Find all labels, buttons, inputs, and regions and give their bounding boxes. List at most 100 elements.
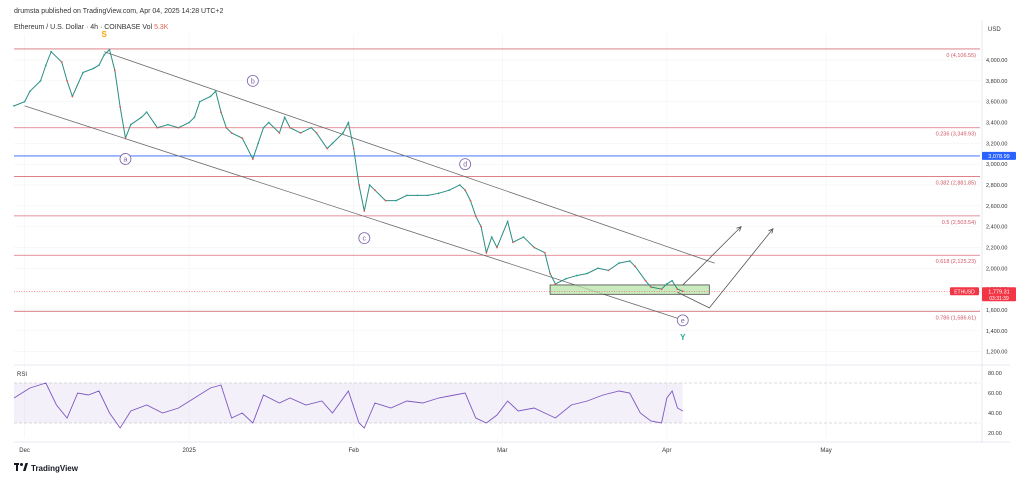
price-series-line	[13, 48, 683, 292]
wave-label: a	[124, 156, 128, 163]
wave-label: d	[463, 162, 467, 169]
tradingview-logo-icon	[14, 463, 28, 473]
price-point	[474, 215, 477, 218]
price-point	[29, 90, 31, 93]
price-point	[485, 251, 488, 254]
price-point	[549, 272, 551, 275]
price-point	[289, 126, 291, 129]
fib-level-label: 0.786 (1,586.61)	[936, 315, 977, 321]
price-point	[71, 95, 74, 98]
current-price-label: 1,779.31	[988, 289, 1009, 295]
price-point	[145, 111, 148, 113]
price-tick-label: 2,200.00	[986, 245, 1007, 251]
price-point	[618, 262, 620, 264]
price-point	[230, 132, 233, 134]
price-tick-label: 3,200.00	[986, 141, 1007, 147]
price-point	[586, 272, 589, 275]
price-point	[220, 111, 222, 113]
symbol-title-text: Ethereum / U.S. Dollar · 4h · COINBASE	[14, 24, 141, 31]
price-point	[522, 236, 525, 238]
price-point	[209, 95, 212, 98]
price-tick-label: 1,400.00	[986, 329, 1007, 335]
price-point	[257, 142, 260, 145]
price-point	[512, 241, 514, 244]
price-point	[188, 121, 191, 124]
fib-level-label: 0.5 (2,503.54)	[942, 220, 976, 226]
price-point	[331, 142, 334, 145]
wave-label-circle	[358, 232, 371, 244]
price-point	[225, 126, 228, 129]
price-point	[607, 269, 610, 272]
price-point	[60, 61, 63, 64]
wave-label: e	[681, 318, 685, 325]
support-zone	[549, 284, 710, 295]
projection-arrow-head	[736, 225, 742, 232]
time-tick-label: Dec	[19, 448, 30, 454]
price-point	[416, 194, 419, 197]
channel-upper-line	[104, 51, 715, 264]
wave-label-circle	[119, 153, 132, 165]
price-point	[363, 210, 366, 212]
price-point	[23, 100, 26, 103]
price-point	[543, 251, 546, 254]
price-point	[575, 274, 578, 277]
time-tick-label: May	[820, 448, 831, 454]
time-tick-label: 2025	[182, 448, 196, 454]
price-point	[634, 265, 636, 268]
price-point	[437, 192, 440, 195]
price-tick-label: 2,600.00	[986, 204, 1007, 210]
price-tick-label: 4,000.00	[986, 58, 1007, 64]
price-point	[628, 260, 631, 262]
price-point	[140, 116, 143, 119]
wave-label-circle	[246, 74, 259, 87]
vol-value: 5.3K	[154, 24, 169, 31]
rsi-tick-label: 20.00	[988, 431, 1002, 437]
price-point	[50, 50, 53, 53]
price-point	[496, 246, 498, 249]
price-tick-label: 3,400.00	[986, 121, 1007, 127]
wave-label-circle	[459, 158, 472, 171]
price-tick-label: 2,800.00	[986, 183, 1007, 189]
price-tick-label: 1,200.00	[986, 350, 1007, 356]
time-tick-label: Feb	[349, 448, 360, 454]
rsi-tick-label: 60.00	[988, 391, 1002, 397]
channel-lower-line	[24, 105, 678, 319]
tradingview-logo[interactable]: TradingView	[14, 463, 78, 473]
price-point	[214, 90, 217, 93]
price-point	[644, 279, 647, 282]
horizontal-line-badge	[982, 151, 1016, 160]
projection-arrow	[677, 228, 774, 309]
vol-label: Vol	[142, 24, 153, 31]
price-tick-label: 2,400.00	[986, 225, 1007, 231]
price-point	[13, 104, 15, 107]
price-tick-label: 1,600.00	[986, 308, 1007, 314]
rsi-tick-label: 80.00	[988, 371, 1002, 377]
price-point	[39, 79, 42, 82]
price-tick-label: 3,600.00	[986, 100, 1007, 106]
price-point	[82, 71, 84, 74]
symbol-badge	[950, 287, 979, 296]
price-point	[368, 184, 371, 186]
price-point	[650, 286, 652, 288]
current-price-badge	[982, 287, 1016, 302]
price-point	[458, 184, 461, 186]
countdown-label: 03:31:39	[989, 296, 1009, 302]
price-point	[681, 290, 684, 293]
price-point	[506, 220, 509, 223]
price-point	[198, 100, 201, 103]
price-point	[395, 199, 398, 202]
fib-level-label: 0.618 (2,125.23)	[936, 259, 977, 265]
price-point	[92, 67, 95, 70]
price-point	[108, 48, 111, 51]
rsi-series-line	[13, 382, 683, 429]
price-point	[241, 137, 244, 140]
price-point	[671, 279, 674, 282]
projection-arrow-head	[768, 228, 774, 234]
price-point	[44, 64, 47, 67]
price-point	[660, 288, 663, 291]
symbol-title: Ethereum / U.S. Dollar · 4h · COINBASE V…	[14, 24, 168, 31]
price-point	[124, 137, 127, 140]
price-point	[405, 194, 408, 197]
projection-arrow	[682, 226, 742, 286]
